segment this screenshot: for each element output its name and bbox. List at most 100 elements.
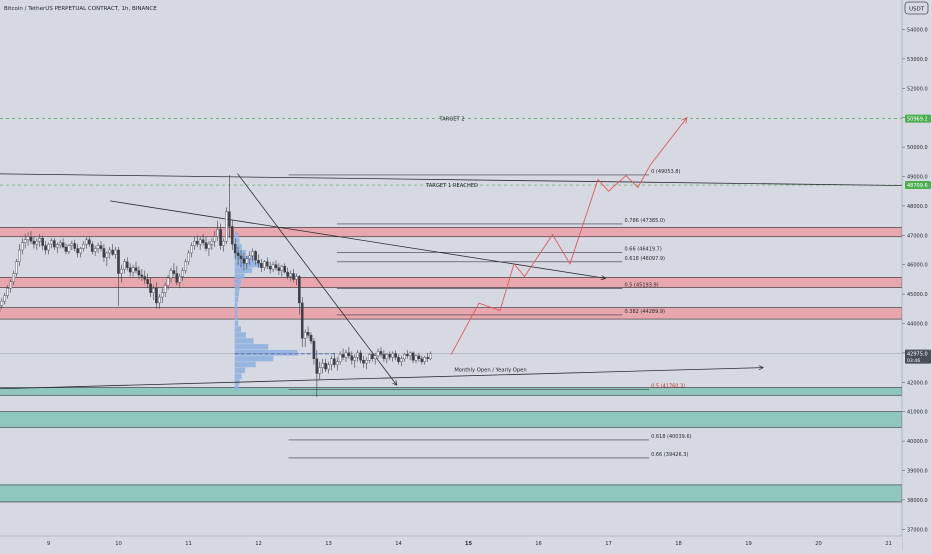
candle-body (319, 368, 321, 374)
volume-profile-bar (235, 297, 239, 302)
candle-body (324, 363, 326, 369)
candle-body (246, 259, 248, 263)
candle-body (392, 353, 394, 357)
price-label-value: 48709.6 (907, 183, 928, 189)
resistance-zone-1 (0, 277, 902, 287)
candle-body (68, 246, 70, 252)
candle-body (254, 251, 256, 260)
target-label-2: TARGET 1 REACHED (425, 183, 478, 189)
candle-body (330, 359, 332, 365)
candle-body (147, 279, 149, 283)
candle-body (27, 237, 29, 240)
candle-body (12, 274, 14, 282)
candle-body (284, 266, 286, 272)
time-tick-label: 10 (115, 541, 122, 547)
resistance-zone-0 (0, 227, 902, 236)
candle-body (327, 365, 329, 369)
price-tick-label: 49000.0 (907, 175, 928, 181)
volume-profile-bar (235, 268, 253, 273)
candle-body (33, 241, 35, 244)
candle-body (412, 353, 414, 360)
price-tick-label: 41000.0 (907, 410, 928, 416)
volume-profile-bar (235, 326, 241, 331)
candle-body (39, 238, 41, 241)
time-tick-label: 20 (815, 541, 822, 547)
fib-label: 0.382 (44289.9) (625, 309, 666, 315)
candle-body (310, 335, 312, 341)
candle-body (1, 301, 3, 305)
candle-body (106, 253, 108, 257)
candle-body (196, 241, 198, 244)
volume-profile-bar (235, 291, 239, 296)
candle-body (394, 353, 396, 357)
price-tick-label: 39000.0 (907, 469, 928, 475)
candle-body (333, 359, 335, 365)
candle-body (18, 250, 20, 262)
price-label-value: 50969.2 (907, 117, 928, 123)
price-axis[interactable]: 54000.053000.052000.051000.050000.049000… (902, 0, 932, 550)
candle-body (62, 243, 64, 247)
volume-profile-bar (235, 350, 298, 355)
candle-body (109, 250, 111, 253)
time-tick-label: 9 (47, 541, 50, 547)
candle-body (77, 249, 79, 253)
price-tick-label: 37000.0 (907, 527, 928, 533)
time-tick-label: 14 (395, 541, 402, 547)
candle-body (406, 354, 408, 355)
candle-body (231, 226, 233, 244)
candle-body (307, 332, 309, 335)
candle-body (287, 272, 289, 276)
candle-body (222, 241, 224, 245)
volume-profile-bar (235, 368, 246, 373)
volume-profile-bar (235, 362, 256, 367)
candle-body (272, 265, 274, 269)
candle-body (243, 259, 245, 263)
candle-body (295, 276, 297, 279)
candle-body (158, 297, 160, 303)
candle-body (42, 238, 44, 245)
candle-body (371, 354, 373, 358)
candle-body (257, 260, 259, 263)
fib-label: 0.5 (45193.9) (625, 282, 659, 288)
candle-body (187, 253, 189, 262)
candle-body (120, 269, 122, 273)
candle-body (301, 303, 303, 338)
candle-body (351, 356, 353, 360)
price-tick-label: 46000.0 (907, 263, 928, 269)
candle-body (374, 356, 376, 359)
candle-body (30, 237, 32, 241)
price-tick-label: 50000.0 (907, 145, 928, 151)
candle-body (368, 354, 370, 360)
time-tick-label: 19 (745, 541, 752, 547)
candle-body (123, 262, 125, 269)
candle-body (88, 240, 90, 244)
candle-body (114, 250, 116, 254)
price-tick-label: 47000.0 (907, 233, 928, 239)
candle-body (263, 262, 265, 268)
candle-body (415, 356, 417, 360)
candle-body (348, 353, 350, 356)
price-tick-label: 42000.0 (907, 380, 928, 386)
price-tick-label: 38000.0 (907, 498, 928, 504)
candle-body (357, 353, 359, 357)
support-zone-5 (0, 485, 902, 502)
candle-body (427, 357, 429, 358)
candle-body (65, 247, 67, 251)
candle-body (336, 362, 338, 365)
candle-body (24, 240, 26, 243)
support-zone-4 (0, 412, 902, 428)
candle-body (240, 256, 242, 259)
candle-body (316, 359, 318, 374)
candle-body (161, 293, 163, 297)
candle-body (377, 351, 379, 355)
candle-body (141, 275, 143, 276)
candle-body (91, 244, 93, 251)
candle-body (278, 268, 280, 271)
candle-body (132, 268, 134, 272)
volume-profile-bar (235, 232, 239, 237)
time-tick-label: 21 (885, 541, 892, 547)
candle-body (354, 357, 356, 360)
